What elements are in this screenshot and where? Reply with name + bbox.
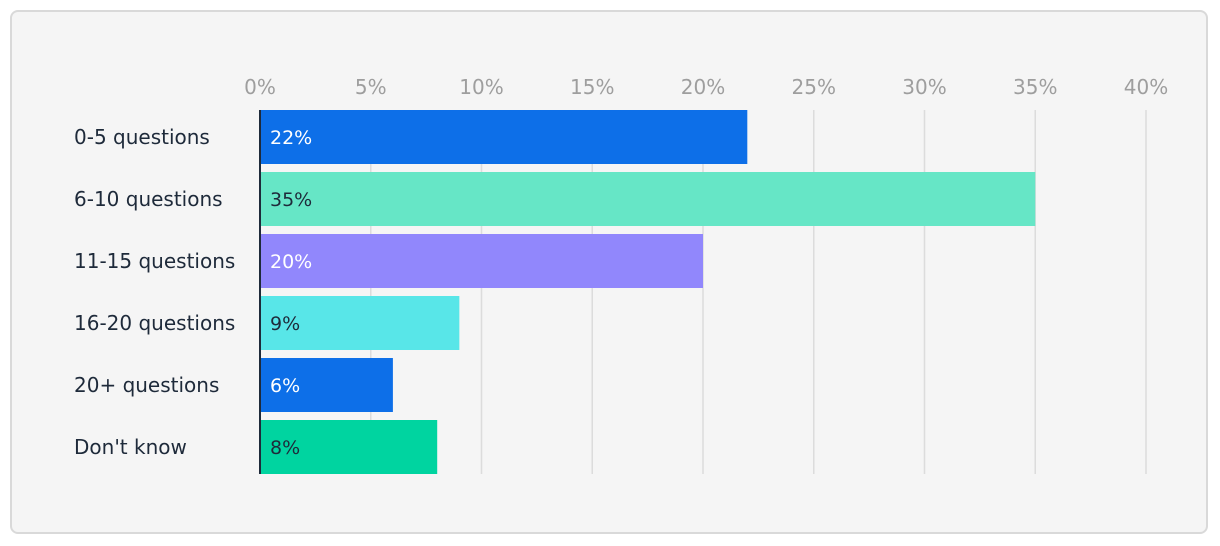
category-labels: 0-5 questions 6-10 questions 11-15 questio… (74, 125, 235, 459)
category-label: Don't know (74, 435, 187, 459)
category-label: 0-5 questions (74, 125, 210, 149)
data-label: 9% (270, 313, 300, 335)
bar (260, 358, 393, 412)
x-tick-label: 25% (792, 75, 836, 99)
x-tick-label: 35% (1013, 75, 1057, 99)
category-label: 11-15 questions (74, 249, 235, 273)
bar (260, 172, 1036, 226)
x-tick-label: 30% (902, 75, 946, 99)
data-label: 22% (270, 127, 312, 149)
x-axis-ticks: 0% 5% 10% 15% 20% 25% 30% 35% 40% (244, 75, 1168, 99)
data-label: 20% (270, 251, 312, 273)
category-label: 16-20 questions (74, 311, 235, 335)
x-tick-label: 0% (244, 75, 276, 99)
data-label: 35% (270, 189, 312, 211)
x-tick-label: 5% (355, 75, 387, 99)
gridlines (370, 110, 1147, 474)
bars (260, 110, 1036, 474)
x-tick-label: 15% (570, 75, 614, 99)
bar (260, 234, 703, 288)
bar (260, 296, 460, 350)
data-label: 8% (270, 437, 300, 459)
data-labels: 22% 35% 20% 9% 6% 8% (270, 127, 312, 459)
category-label: 6-10 questions (74, 187, 223, 211)
x-tick-label: 10% (459, 75, 503, 99)
x-tick-label: 20% (681, 75, 725, 99)
data-label: 6% (270, 375, 300, 397)
category-label: 20+ questions (74, 373, 219, 397)
x-tick-label: 40% (1124, 75, 1168, 99)
bar (260, 110, 748, 164)
bar (260, 420, 438, 474)
